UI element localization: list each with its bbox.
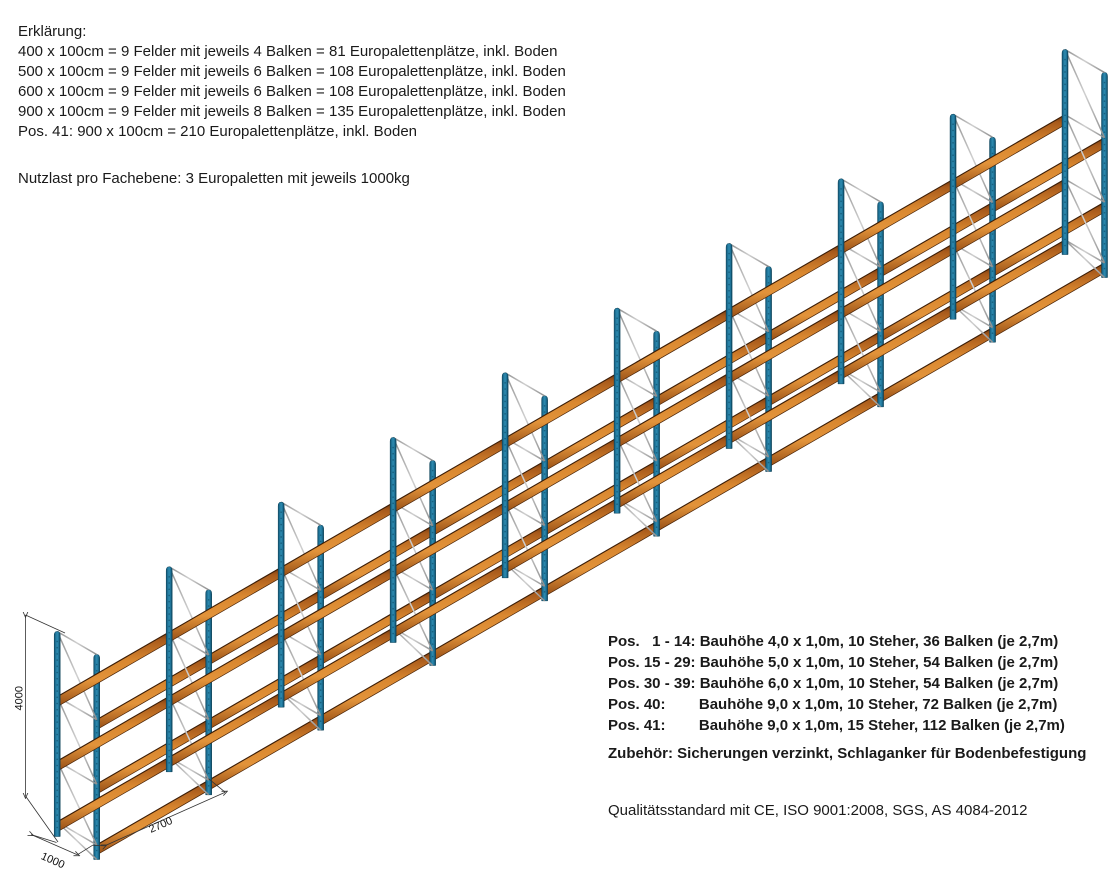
svg-text:1000: 1000	[39, 850, 66, 871]
svg-text:4000: 4000	[14, 686, 26, 710]
